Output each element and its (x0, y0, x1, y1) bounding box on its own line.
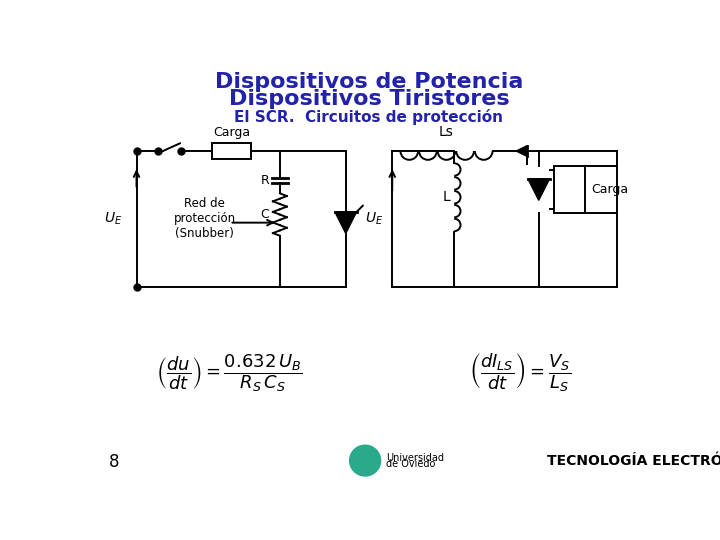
Text: Dispositivos Tiristores: Dispositivos Tiristores (229, 89, 509, 109)
Polygon shape (516, 146, 527, 157)
Bar (554, 166, 585, 213)
Text: de Oviedo: de Oviedo (386, 460, 436, 469)
Text: TECNOLOGÍA ELECTRÓNICA: TECNOLOGÍA ELECTRÓNICA (547, 454, 720, 468)
Text: Universidad: Universidad (386, 453, 444, 463)
Text: $\left(\dfrac{dI_{LS}}{dt}\right)=\dfrac{V_S}{L_S}$: $\left(\dfrac{dI_{LS}}{dt}\right)=\dfrac… (469, 352, 571, 394)
Text: $U_E$: $U_E$ (365, 211, 384, 227)
Text: $\left(\dfrac{du}{dt}\right)=\dfrac{0.632\,U_B}{R_S\,C_S}$: $\left(\dfrac{du}{dt}\right)=\dfrac{0.63… (156, 352, 303, 394)
Text: Ls: Ls (439, 125, 454, 139)
Text: Carga: Carga (213, 126, 251, 139)
Text: El SCR.  Circuitos de protección: El SCR. Circuitos de protección (235, 109, 503, 125)
Text: $U_E$: $U_E$ (104, 211, 122, 227)
Text: C: C (260, 208, 269, 221)
Text: Red de
protección
(Snubber): Red de protección (Snubber) (174, 197, 235, 240)
Text: Carga: Carga (591, 183, 629, 196)
Polygon shape (528, 179, 549, 200)
Circle shape (350, 445, 381, 476)
Text: 8: 8 (109, 453, 120, 471)
Bar (212, 143, 251, 159)
Text: R: R (260, 174, 269, 187)
Text: Dispositivos de Potencia: Dispositivos de Potencia (215, 72, 523, 92)
Polygon shape (335, 212, 356, 233)
Text: L: L (443, 190, 451, 204)
